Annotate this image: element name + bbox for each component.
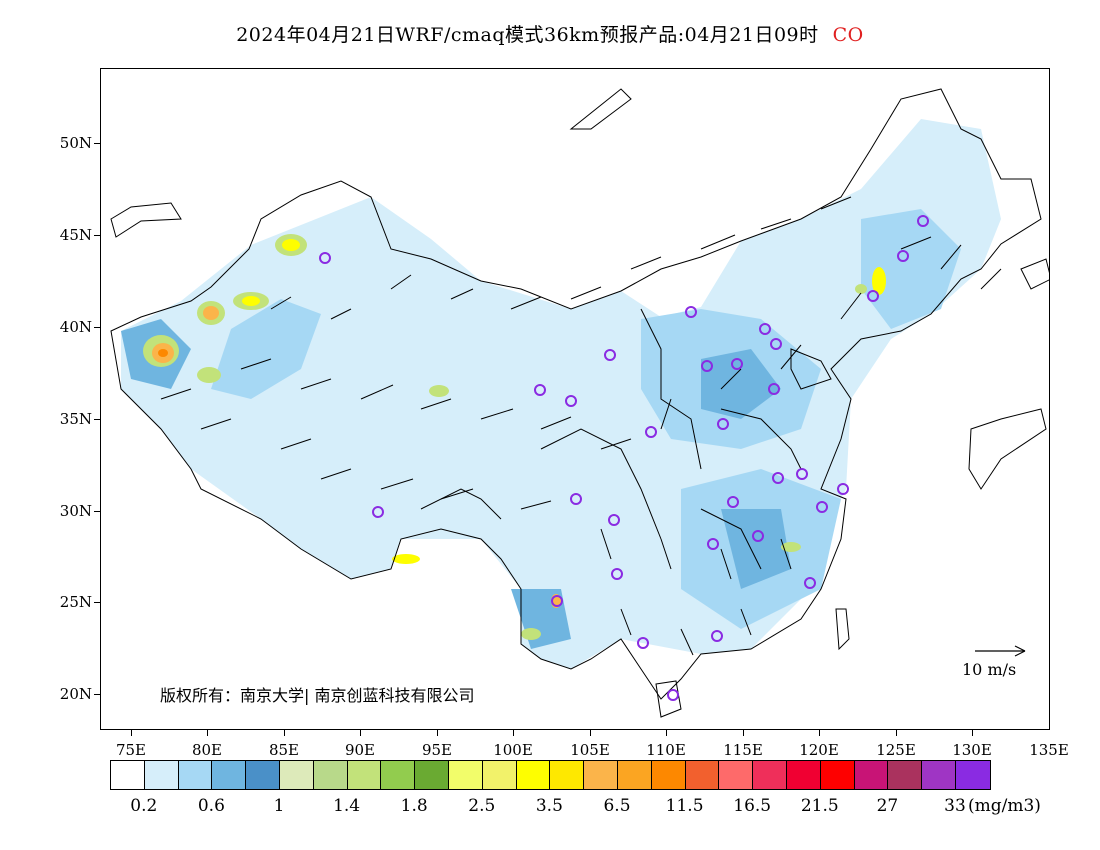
colorbar-cell (685, 761, 720, 789)
species-label: CO (832, 24, 864, 46)
map-panel[interactable] (100, 68, 1050, 730)
lat-label: 50N (40, 134, 100, 152)
colorbar-label: 33 (944, 796, 966, 816)
lon-label: 75E (115, 741, 147, 759)
lat-label: 45N (40, 226, 100, 244)
arrow-right-icon (975, 645, 1026, 657)
lat-label: 35N (40, 410, 100, 428)
wind-scale-label: 10 m/s (962, 660, 1017, 679)
colorbar-cell (111, 761, 145, 789)
colorbar-cell (922, 761, 956, 789)
colorbar-cell (516, 761, 551, 789)
lat-label: 20N (40, 685, 100, 703)
colorbar-label: 27 (876, 796, 899, 816)
lon-label: 95E (421, 741, 453, 759)
map-title: 2024年04月21日WRF/cmaq模式36km预报产品:04月21日09时 C… (0, 20, 1100, 47)
colorbar-label: 1.8 (400, 796, 428, 816)
colorbar-cell (212, 761, 247, 789)
colorbar-cell (820, 761, 855, 789)
city-marker-icon (319, 215, 929, 701)
lat-label: 40N (40, 318, 100, 336)
colorbar-cell (279, 761, 314, 789)
boundary-lines (110, 88, 1049, 718)
map-canvas (110, 88, 1049, 718)
colorbar-cell (381, 761, 416, 789)
colorbar-cell (786, 761, 821, 789)
colorbar-cell (448, 761, 483, 789)
colorbar-cell (415, 761, 449, 789)
colorbar-cell (617, 761, 652, 789)
lon-label: 135E (1029, 741, 1069, 759)
lon-label: 85E (268, 741, 300, 759)
colorbar-label: 6.5 (603, 796, 631, 816)
colorbar-label: 16.5 (733, 796, 772, 816)
colorbar-cell (550, 761, 585, 789)
lon-label: 105E (570, 741, 610, 759)
lon-label: 125E (876, 741, 916, 759)
lon-label: 110E (646, 741, 686, 759)
lon-label: 90E (344, 741, 376, 759)
colorbar-label: 1.4 (333, 796, 361, 816)
colorbar-cell (719, 761, 754, 789)
lat-label: 30N (40, 502, 100, 520)
colorbar-label: 1 (273, 796, 285, 816)
colorbar-cell (178, 761, 213, 789)
colorbar-cell (313, 761, 348, 789)
lat-label: 25N (40, 593, 100, 611)
colorbar-cell (347, 761, 382, 789)
colorbar-cell (144, 761, 179, 789)
colorbar-label: 21.5 (800, 796, 839, 816)
colorbar-cell (482, 761, 517, 789)
colorbar-label: 0.6 (197, 796, 225, 816)
colorbar-cell (753, 761, 787, 789)
colorbar-label: 3.5 (535, 796, 563, 816)
colorbar-label: 11.5 (665, 796, 704, 816)
concentration-field (121, 119, 1001, 669)
lon-label: 100E (493, 741, 533, 759)
colorbar-unit: (mg/m3) (968, 796, 1041, 816)
wind-vector-icon (160, 196, 1002, 656)
copyright-text: 版权所有：南京大学| 南京创蓝科技有限公司 (160, 686, 475, 705)
colorbar-cell (651, 761, 686, 789)
colorbar-cell (955, 761, 990, 789)
lon-label: 130E (952, 741, 992, 759)
colorbar-cell (854, 761, 889, 789)
colorbar-cell (584, 761, 618, 789)
title-text: 2024年04月21日WRF/cmaq模式36km预报产品:04月21日09时 (236, 24, 819, 46)
colorbar-cell (888, 761, 923, 789)
colorbar-cell (246, 761, 280, 789)
colorbar-label: 0.2 (130, 796, 158, 816)
lon-label: 120E (799, 741, 839, 759)
colorbar (110, 760, 991, 790)
colorbar-label: 2.5 (468, 796, 496, 816)
lon-label: 115E (723, 741, 763, 759)
lon-label: 80E (191, 741, 223, 759)
